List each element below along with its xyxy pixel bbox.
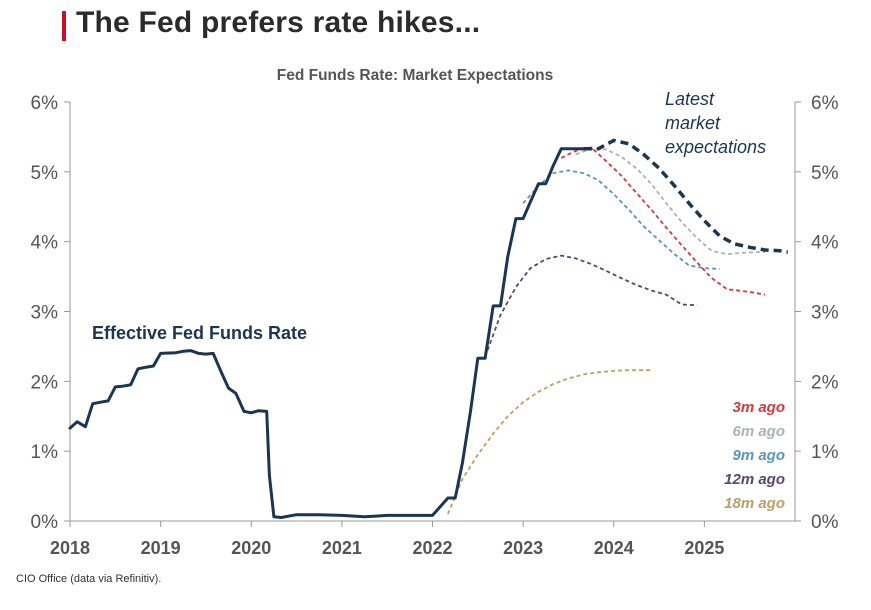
- y-tick-label-left: 3%: [31, 303, 59, 324]
- x-tick-label: 2020: [231, 538, 271, 558]
- x-tick-label: 2019: [141, 538, 181, 558]
- x-tick-label: 2018: [50, 538, 90, 558]
- y-tick-label-right: 1%: [811, 442, 839, 463]
- series-line-effective-fed-funds-rate: [68, 147, 593, 519]
- latest-expectations-label: market: [665, 113, 721, 133]
- y-tick-label-left: 2%: [31, 372, 59, 393]
- chart-axes: 0% 0% 1% 1% 2% 2% 3% 3% 4% 4% 5% 5% 6% 6% 2018 2019 2020…: [31, 93, 839, 558]
- legend-item: 18m ago: [724, 495, 785, 512]
- series-line-6m-ago: [575, 147, 766, 256]
- y-tick-label-left: 1%: [31, 442, 59, 463]
- legend-item: 12m ago: [724, 471, 785, 488]
- series-line-9m-ago: [522, 169, 720, 270]
- legend-item: 3m ago: [732, 399, 785, 416]
- series-line-18m-ago: [447, 369, 652, 515]
- chart-series: [68, 138, 789, 519]
- y-tick-label-right: 2%: [811, 372, 839, 393]
- source-footnote: CIO Office (data via Refinitiv).: [16, 573, 162, 585]
- y-tick-label-left: 4%: [31, 233, 59, 254]
- y-tick-label-left: 5%: [31, 163, 59, 184]
- chart-legend: 3m ago 6m ago 9m ago 12m ago 18m ago: [724, 399, 785, 512]
- page-title: The Fed prefers rate hikes...: [76, 6, 481, 39]
- x-tick-label: 2022: [412, 538, 452, 558]
- title-accent-bar: [62, 11, 66, 41]
- y-tick-label-right: 3%: [811, 303, 839, 324]
- chart-title: Fed Funds Rate: Market Expectations: [277, 67, 553, 84]
- y-tick-label-right: 6%: [811, 93, 839, 114]
- y-tick-label-left: 0%: [31, 512, 59, 533]
- series-line-12m-ago: [484, 254, 698, 358]
- effective-rate-label: Effective Fed Funds Rate: [92, 323, 307, 343]
- series-line-3m-ago: [560, 146, 766, 296]
- legend-item: 6m ago: [732, 423, 785, 440]
- y-tick-label-right: 5%: [811, 163, 839, 184]
- fed-funds-chart: Fed Funds Rate: Market Expectations 0% 0%…: [31, 67, 839, 558]
- y-tick-label-left: 6%: [31, 93, 59, 114]
- x-tick-label: 2021: [322, 538, 362, 558]
- legend-item: 9m ago: [732, 447, 785, 464]
- latest-expectations-label: expectations: [665, 137, 766, 157]
- chart-annotations: Effective Fed Funds Rate Latest market expe…: [92, 89, 766, 343]
- x-tick-label: 2024: [594, 538, 634, 558]
- x-tick-label: 2025: [684, 538, 724, 558]
- latest-expectations-label: Latest: [665, 89, 715, 109]
- x-tick-label: 2023: [503, 538, 543, 558]
- y-tick-label-right: 4%: [811, 233, 839, 254]
- series-line-latest-market-expectations: [583, 138, 789, 254]
- y-tick-label-right: 0%: [811, 512, 839, 533]
